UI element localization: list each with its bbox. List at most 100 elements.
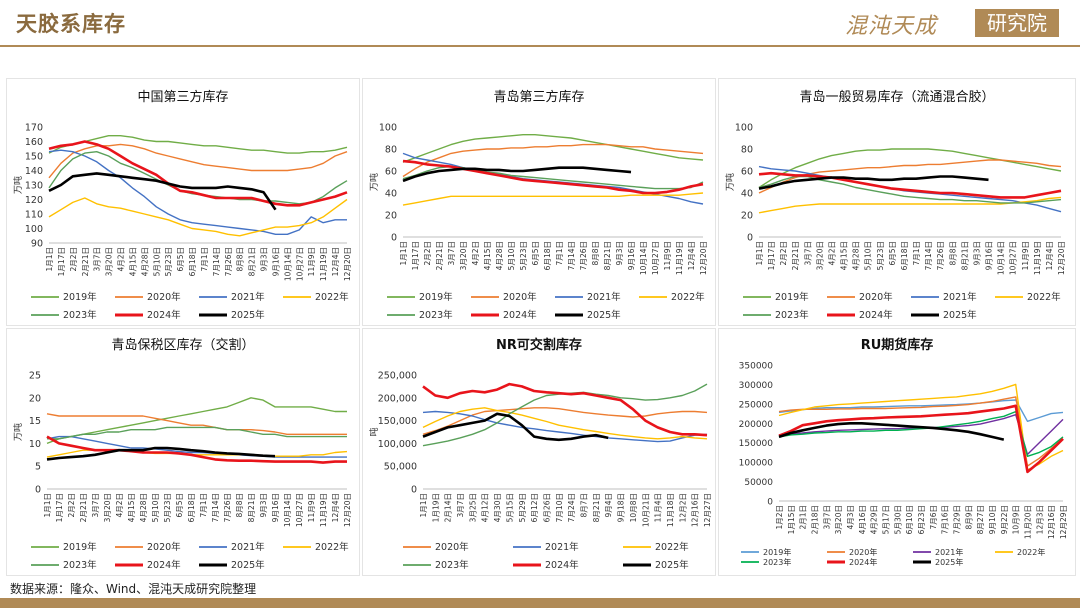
legend-label: 2019年 <box>63 541 97 553</box>
x-tick-label: 4月28日 <box>852 241 861 270</box>
y-tick-label: 150,000 <box>378 416 417 427</box>
chart-title: 中国第三方库存 <box>137 89 228 105</box>
x-tick-label: 3月7日 <box>91 493 100 518</box>
y-tick-label: 60 <box>741 167 753 178</box>
x-tick-label: 1月17日 <box>57 247 66 276</box>
legend-label: 2020年 <box>503 291 537 303</box>
x-tick-label: 12月4日 <box>331 493 340 522</box>
y-tick-label: 15 <box>29 416 41 427</box>
legend-label: 2022年 <box>655 541 689 553</box>
legend-label: 2021年 <box>943 291 977 303</box>
series-line-2023年 <box>47 426 347 440</box>
x-tick-label: 7月26日 <box>223 493 232 522</box>
x-tick-label: 10月27日 <box>295 493 304 527</box>
x-tick-label: 2月18日 <box>811 505 820 534</box>
x-tick-label: 7月26日 <box>936 241 945 270</box>
x-tick-label: 11月4日 <box>654 493 663 522</box>
x-tick-label: 10月14日 <box>639 241 648 275</box>
legend-label: 2021年 <box>231 291 265 303</box>
x-tick-label: 8月8日 <box>236 247 245 272</box>
series-line-2024年 <box>48 140 348 207</box>
series-line-2021年 <box>48 149 347 236</box>
legend-label: 2023年 <box>419 309 453 321</box>
x-tick-label: 7月14日 <box>211 493 220 522</box>
chart-title: 青岛一般贸易库存（流通混合胶） <box>799 89 994 105</box>
x-tick-label: 7月1日 <box>199 493 208 518</box>
x-tick-label: 5月23日 <box>519 241 528 270</box>
legend-label: 2022年 <box>315 541 349 553</box>
legend-label: 2020年 <box>849 547 877 557</box>
x-tick-label: 5月29日 <box>518 493 527 522</box>
legend-label: 2021年 <box>545 541 579 553</box>
x-tick-label: 12月4日 <box>1045 241 1054 270</box>
x-tick-label: 6月26日 <box>542 493 551 522</box>
y-tick-label: 110 <box>25 210 43 221</box>
x-tick-label: 9月16日 <box>627 241 636 270</box>
x-tick-label: 1月1日 <box>399 241 408 266</box>
x-tick-label: 12月4日 <box>331 247 340 276</box>
x-tick-label: 7月6日 <box>929 505 938 530</box>
y-tick-label: 150000 <box>739 439 774 449</box>
series-line-2023年 <box>758 175 1062 204</box>
legend-label: 2022年 <box>1027 291 1061 303</box>
x-tick-label: 12月2日 <box>678 493 687 522</box>
chart-svg: 青岛保税区库存（交割） 25 20 15 10 5 0 万吨 1月1日 1月17日 2月2日 2月21… <box>12 337 352 571</box>
x-tick-label: 3月7日 <box>93 247 102 272</box>
legend-label: 2022年 <box>315 291 349 303</box>
x-tick-label: 7月10日 <box>555 493 564 522</box>
chart-panel-qingdao-general-trade: 青岛一般贸易库存（流通混合胶） 100 80 60 40 20 0 万吨 1月1日 1月17日 2月… <box>718 78 1076 326</box>
x-tick-label: 12月16日 <box>1047 505 1056 539</box>
x-tick-label: 6月10日 <box>905 505 914 534</box>
footer-bar <box>0 598 1080 608</box>
y-tick-label: 100000 <box>739 459 774 469</box>
header-divider <box>0 45 1080 47</box>
y-tick-label: 0 <box>411 485 417 496</box>
series-line-2022年 <box>48 197 348 237</box>
x-tick-label: 12月20日 <box>343 493 352 527</box>
y-tick-label: 0 <box>35 485 41 496</box>
page-title: 天胶系库存 <box>16 11 126 36</box>
x-tick-label: 3月20日 <box>105 247 114 276</box>
x-tick-label: 4月12日 <box>481 493 490 522</box>
legend-label: 2023年 <box>763 557 791 567</box>
x-tick-label: 5月23日 <box>164 247 173 276</box>
legend-label: 2023年 <box>775 309 809 321</box>
x-tick-label: 8月8日 <box>235 493 244 518</box>
x-tick-label: 7月26日 <box>224 247 233 276</box>
x-tick-label: 6月18日 <box>188 247 197 276</box>
x-tick-label: 10月14日 <box>997 241 1006 275</box>
series-line-2023年 <box>48 150 348 205</box>
legend-label: 2025年 <box>231 309 265 321</box>
legend-label: 2019年 <box>419 291 453 303</box>
legend-label: 2021年 <box>587 291 621 303</box>
legend-label: 2020年 <box>147 541 181 553</box>
series-line-2020年 <box>778 396 1064 467</box>
x-tick-label: 4月29日 <box>870 505 879 534</box>
y-tick-label: 0 <box>767 498 773 508</box>
y-tick-label: 40 <box>385 189 397 200</box>
x-tick-label: 11月9日 <box>1021 241 1030 270</box>
x-tick-label: 6月5日 <box>531 241 540 266</box>
x-tick-label: 11月18日 <box>666 493 675 527</box>
x-tick-label: 9月16日 <box>271 247 280 276</box>
x-tick-label: 10月21日 <box>641 493 650 527</box>
series-line-2020年 <box>402 143 704 178</box>
y-axis-label: 万吨 <box>12 423 24 441</box>
series-line-2022年 <box>402 192 704 206</box>
x-tick-label: 2月21日 <box>435 241 444 270</box>
series-line-2022年 <box>758 196 1062 214</box>
x-tick-label: 8月8日 <box>948 241 957 266</box>
x-tick-label: 12月20日 <box>699 241 708 275</box>
x-tick-label: 1月17日 <box>767 241 776 270</box>
x-tick-label: 6月18日 <box>900 241 909 270</box>
x-tick-label: 2月2日 <box>779 241 788 266</box>
x-tick-label: 4月28日 <box>140 247 149 276</box>
legend-label: 2025年 <box>655 559 689 571</box>
y-axis-label: 吨 <box>368 427 380 436</box>
legend-label: 2024年 <box>503 309 537 321</box>
y-tick-label: 170 <box>25 123 43 134</box>
y-tick-label: 160 <box>25 137 43 148</box>
y-tick-label: 5 <box>35 462 41 473</box>
series-line-2025年 <box>778 422 1005 441</box>
